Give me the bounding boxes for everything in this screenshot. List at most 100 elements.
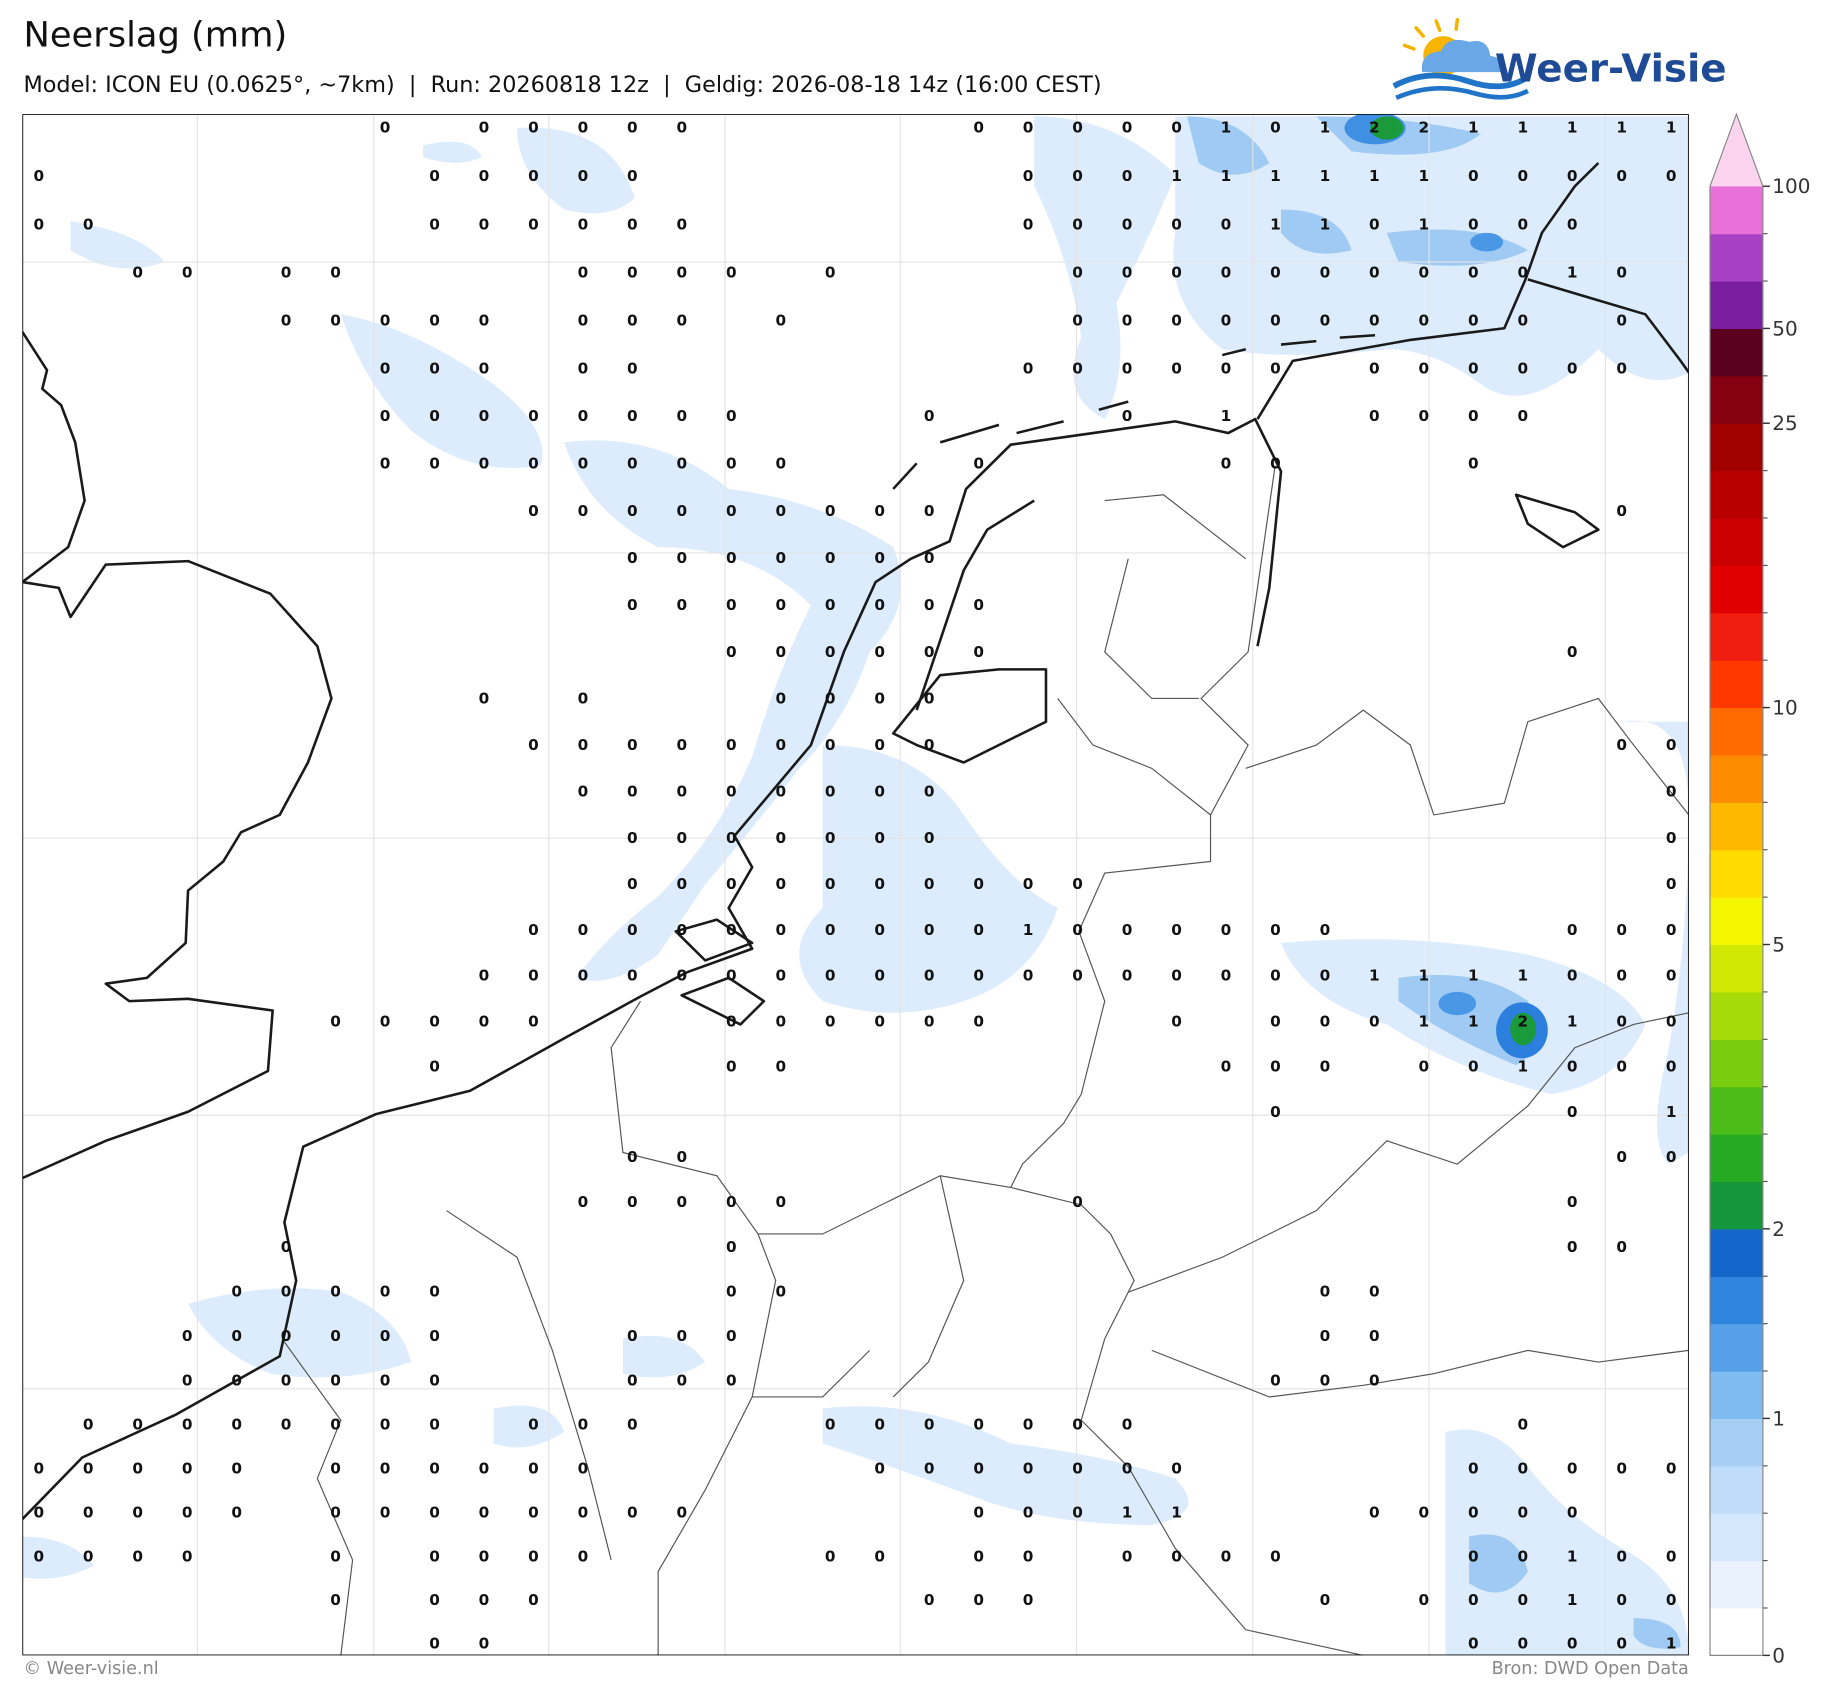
grid-value: 0	[627, 359, 638, 377]
grid-value: 0	[1270, 967, 1281, 985]
grid-value: 0	[775, 967, 786, 985]
grid-value: 0	[281, 264, 292, 282]
grid-value: 0	[677, 312, 688, 330]
grid-value: 0	[924, 783, 935, 801]
grid-value: 1	[1369, 167, 1380, 185]
grid-value: 0	[83, 215, 94, 233]
color-band	[1710, 1086, 1763, 1135]
grid-value: 2	[1369, 119, 1380, 137]
grid-value: 0	[924, 549, 935, 567]
grid-value: 0	[380, 1504, 391, 1522]
grid-value: 0	[1072, 1504, 1083, 1522]
grid-value: 0	[627, 167, 638, 185]
grid-value: 1	[1468, 1012, 1479, 1030]
grid-value: 0	[924, 736, 935, 754]
color-band	[1710, 375, 1763, 424]
grid-value: 0	[1320, 1591, 1331, 1609]
grid-value: 0	[874, 783, 885, 801]
color-band	[1710, 612, 1763, 661]
grid-value: 0	[825, 967, 836, 985]
grid-value: 0	[330, 1460, 341, 1478]
grid-value: 0	[1616, 312, 1627, 330]
grid-value: 0	[627, 1327, 638, 1345]
grid-value: 0	[1567, 643, 1578, 661]
grid-value: 0	[874, 967, 885, 985]
grid-value: 0	[677, 596, 688, 614]
grid-value: 0	[578, 359, 589, 377]
grid-value: 0	[1072, 1460, 1083, 1478]
grid-value: 0	[182, 1372, 193, 1390]
grid-value: 0	[677, 783, 688, 801]
grid-value: 0	[627, 967, 638, 985]
grid-value: 0	[1517, 1460, 1528, 1478]
grid-value: 0	[1567, 215, 1578, 233]
grid-value: 0	[231, 1460, 242, 1478]
grid-value: 0	[429, 1591, 440, 1609]
grid-value: 0	[677, 549, 688, 567]
grid-value: 0	[1468, 1058, 1479, 1076]
grid-value: 0	[1567, 967, 1578, 985]
grid-value: 0	[1369, 1012, 1380, 1030]
grid-value: 0	[726, 829, 737, 847]
grid-value: 0	[1369, 407, 1380, 425]
grid-value: 0	[578, 1504, 589, 1522]
grid-value: 0	[1221, 264, 1232, 282]
grid-value: 0	[677, 1148, 688, 1166]
grid-value: 0	[1666, 1058, 1677, 1076]
grid-value: 0	[330, 1283, 341, 1301]
grid-value: 0	[1023, 119, 1034, 137]
grid-value: 0	[1567, 1634, 1578, 1652]
grid-value: 0	[1023, 215, 1034, 233]
grid-value: 0	[1122, 264, 1133, 282]
grid-value: 0	[1023, 1460, 1034, 1478]
grid-value: 0	[1517, 1634, 1528, 1652]
color-band	[1710, 1181, 1763, 1230]
grid-value: 0	[1567, 1103, 1578, 1121]
grid-value: 0	[578, 967, 589, 985]
grid-value: 0	[1369, 1283, 1380, 1301]
precip-heavy	[1344, 114, 1548, 1059]
grid-value: 0	[578, 407, 589, 425]
grid-value: 1	[1270, 215, 1281, 233]
grid-value: 0	[479, 215, 490, 233]
grid-value: 1	[1419, 967, 1430, 985]
grid-value: 0	[1122, 215, 1133, 233]
grid-value: 0	[528, 967, 539, 985]
grid-value: 0	[33, 215, 44, 233]
grid-value: 0	[874, 549, 885, 567]
grid-value: 1	[1419, 1012, 1430, 1030]
grid-value: 0	[578, 119, 589, 137]
grid-value: 1	[1567, 1547, 1578, 1565]
grid-value: 0	[1023, 1591, 1034, 1609]
grid-value: 0	[775, 829, 786, 847]
grid-value: 0	[182, 1460, 193, 1478]
grid-value: 0	[1666, 829, 1677, 847]
grid-value: 0	[1221, 967, 1232, 985]
grid-value: 0	[1616, 1012, 1627, 1030]
grid-value: 0	[429, 1372, 440, 1390]
grid-value: 0	[1270, 1058, 1281, 1076]
grid-value: 0	[429, 1504, 440, 1522]
grid-value: 0	[924, 407, 935, 425]
grid-value: 0	[726, 967, 737, 985]
color-band	[1710, 944, 1763, 993]
grid-value: 0	[528, 1460, 539, 1478]
grid-value: 0	[528, 921, 539, 939]
grid-value: 0	[1666, 1148, 1677, 1166]
color-band	[1710, 186, 1763, 235]
grid-value: 0	[1221, 921, 1232, 939]
grid-value: 0	[1567, 359, 1578, 377]
grid-value: 0	[924, 1591, 935, 1609]
grid-value: 0	[1072, 167, 1083, 185]
grid-value: 0	[528, 1416, 539, 1434]
colorbar-tick-label: 5	[1772, 934, 1785, 957]
grid-value: 0	[1221, 215, 1232, 233]
grid-value: 0	[627, 407, 638, 425]
grid-value: 0	[380, 455, 391, 473]
grid-value: 0	[281, 1283, 292, 1301]
grid-value: 0	[281, 1238, 292, 1256]
grid-value: 0	[33, 1547, 44, 1565]
grid-value: 0	[775, 1058, 786, 1076]
grid-value: 0	[825, 736, 836, 754]
